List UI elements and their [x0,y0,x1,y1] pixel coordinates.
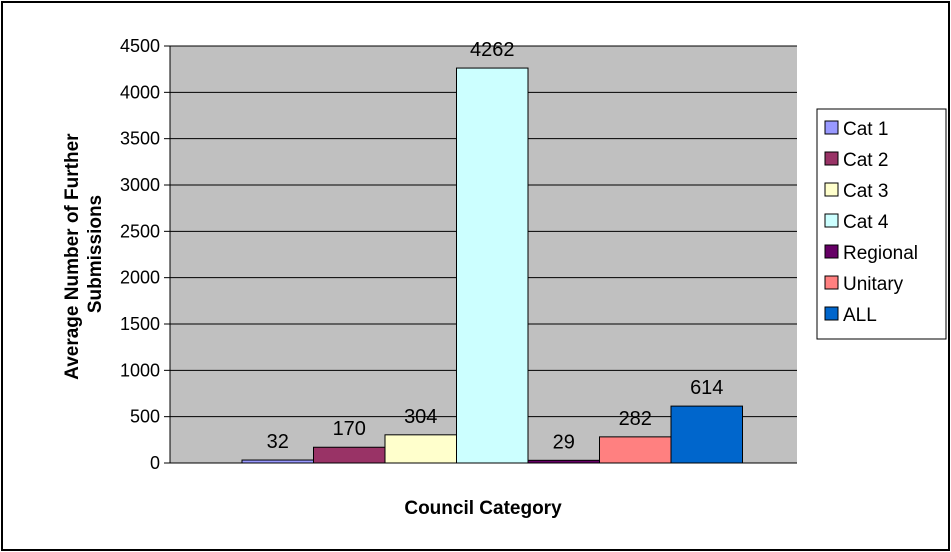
legend-swatch [824,306,839,321]
data-label: 614 [690,377,723,399]
legend-label: ALL [843,305,877,326]
y-axis-title-line-2: Submissions [85,195,106,313]
y-tick-label: 1000 [120,360,160,380]
y-tick-label: 4000 [120,82,160,102]
y-tick-label: 4500 [120,36,160,56]
y-axis-title: Average Number of Further Submissions [62,128,106,380]
data-label: 29 [553,431,575,453]
x-axis-title: Council Category [404,498,562,519]
data-label: 32 [267,431,289,453]
legend-swatch [824,151,839,166]
bar-all [670,405,743,464]
bar-cat-4 [456,67,529,464]
legend-label: Unitary [843,274,904,295]
y-tick-label: 0 [150,453,160,473]
y-tick-label: 500 [130,407,160,427]
legend-label: Cat 3 [843,181,888,202]
data-label: 304 [404,406,437,428]
legend-label: Cat 4 [843,212,889,233]
bar-cat-3 [384,434,457,464]
y-tick-label: 3500 [120,129,160,149]
y-tick-label: 3000 [120,175,160,195]
legend-swatch [824,213,839,228]
bars [241,67,743,464]
legend-swatch [824,244,839,259]
y-axis-ticks: 0 500 1000 1500 2000 2500 3000 3500 4000 4500 [120,36,170,473]
legend-swatch [824,120,839,135]
data-label: 170 [333,418,366,440]
y-tick-label: 1500 [120,314,160,334]
y-tick-label: 2500 [120,221,160,241]
data-label: 282 [619,408,652,430]
bar-cat-2 [313,446,386,464]
legend-swatch [824,275,839,290]
y-axis-title-line-1: Average Number of Further [62,133,83,380]
data-labels: 32 170 304 4262 29 282 614 [267,39,724,453]
bar-unitary [599,436,672,464]
y-tick-label: 2000 [120,268,160,288]
legend-label: Cat 2 [843,150,888,171]
data-label: 4262 [470,39,515,61]
legend-label: Cat 1 [843,119,888,140]
legend-label: Regional [843,243,918,264]
legend: Cat 1 Cat 2 Cat 3 Cat 4 Regional Unitary ALL [816,108,947,340]
legend-swatch [824,182,839,197]
